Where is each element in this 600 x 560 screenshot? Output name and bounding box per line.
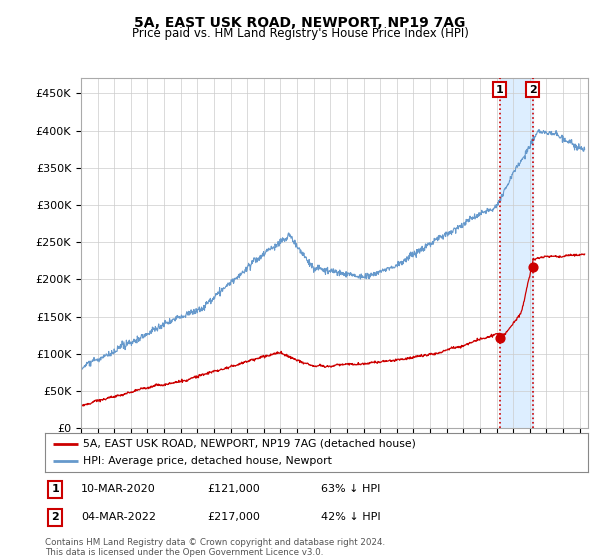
Text: 2: 2 (529, 85, 536, 95)
Text: Contains HM Land Registry data © Crown copyright and database right 2024.
This d: Contains HM Land Registry data © Crown c… (45, 538, 385, 557)
Text: 5A, EAST USK ROAD, NEWPORT, NP19 7AG (detached house): 5A, EAST USK ROAD, NEWPORT, NP19 7AG (de… (83, 438, 416, 449)
Text: 2: 2 (52, 512, 59, 522)
Text: £121,000: £121,000 (207, 484, 260, 494)
Point (495, 334, 505, 343)
Point (528, 262, 538, 271)
Text: 1: 1 (496, 85, 503, 95)
Text: 10-MAR-2020: 10-MAR-2020 (81, 484, 156, 494)
Text: 42% ↓ HPI: 42% ↓ HPI (321, 512, 380, 522)
Text: £217,000: £217,000 (207, 512, 260, 522)
Text: 63% ↓ HPI: 63% ↓ HPI (321, 484, 380, 494)
Text: Price paid vs. HM Land Registry's House Price Index (HPI): Price paid vs. HM Land Registry's House … (131, 27, 469, 40)
Text: HPI: Average price, detached house, Newport: HPI: Average price, detached house, Newp… (83, 456, 332, 466)
Bar (500, 78, 533, 428)
Text: 5A, EAST USK ROAD, NEWPORT, NP19 7AG: 5A, EAST USK ROAD, NEWPORT, NP19 7AG (134, 16, 466, 30)
Text: 04-MAR-2022: 04-MAR-2022 (81, 512, 156, 522)
Text: 1: 1 (52, 484, 59, 494)
